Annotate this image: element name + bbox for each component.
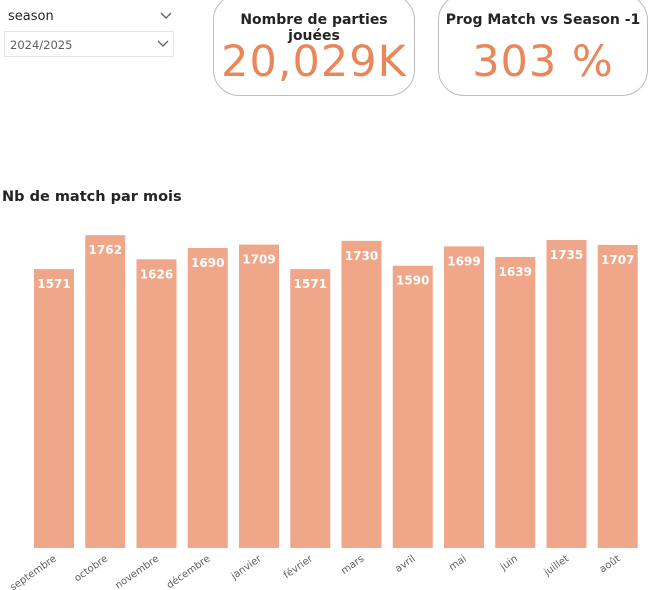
season-dropdown-value: 2024/2025	[10, 38, 73, 52]
x-tick-label: juillet	[542, 553, 572, 578]
x-tick-label: février	[281, 552, 315, 581]
data-label: 1762	[89, 243, 122, 257]
data-label: 1709	[242, 253, 275, 267]
kpi-card-parties: Nombre de parties jouées 20,029K	[213, 0, 415, 96]
bar-octobre[interactable]	[85, 235, 126, 549]
bar-avril[interactable]	[392, 265, 433, 548]
x-tick-label: août	[597, 553, 622, 576]
kpi-card-progression: Prog Match vs Season -1 303 %	[438, 0, 648, 96]
chevron-down-icon[interactable]	[158, 8, 174, 24]
data-label: 1707	[601, 253, 634, 267]
x-tick-label: avril	[393, 553, 417, 574]
data-label: 1571	[294, 277, 327, 291]
season-dropdown[interactable]: 2024/2025	[4, 31, 174, 57]
bar-janvier[interactable]	[239, 244, 279, 548]
data-label: 1639	[499, 265, 532, 279]
x-tick-label: mai	[447, 553, 469, 573]
data-label: 1699	[447, 254, 480, 268]
slicer-title: season	[8, 9, 54, 24]
data-label: 1730	[345, 249, 378, 263]
x-tick-label: mars	[339, 553, 366, 576]
x-tick-label: décembre	[164, 553, 212, 590]
bar-novembre[interactable]	[136, 259, 177, 548]
bar-mai[interactable]	[444, 246, 484, 549]
data-label: 1590	[396, 274, 429, 288]
bar-chart: 1571 septembre 1762 octobre 1626 novembre 1690…	[8, 235, 638, 590]
chart-title: Nb de match par mois	[2, 189, 182, 205]
x-tick-label: janvier	[229, 553, 265, 583]
slicer-header[interactable]: season	[4, 6, 176, 28]
bar-décembre[interactable]	[187, 247, 228, 548]
x-tick-label: novembre	[113, 553, 161, 590]
data-label: 1571	[37, 277, 70, 291]
x-tick-label: septembre	[8, 553, 58, 590]
bar-mars[interactable]	[341, 240, 382, 548]
kpi-card-value: 303 %	[472, 37, 614, 87]
kpi-card-value: 20,029K	[221, 37, 407, 87]
bar-février[interactable]	[290, 269, 331, 548]
x-tick-label: octobre	[72, 553, 109, 584]
data-label: 1626	[140, 267, 173, 281]
x-tick-label: juin	[498, 553, 520, 573]
bar-juin[interactable]	[495, 257, 536, 548]
bar-juillet[interactable]	[546, 239, 587, 548]
kpi-card-title: Prog Match vs Season -1	[445, 12, 641, 28]
chevron-down-icon[interactable]	[155, 36, 171, 52]
data-label: 1690	[191, 256, 224, 270]
bar-août[interactable]	[597, 244, 638, 549]
bar-septembre[interactable]	[34, 269, 74, 548]
data-label: 1735	[550, 248, 583, 262]
kpi-card-title: Nombre de parties jouées	[240, 12, 388, 44]
season-slicer: season 2024/2025	[4, 6, 176, 57]
